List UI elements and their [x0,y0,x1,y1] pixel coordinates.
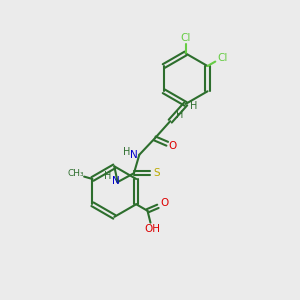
Text: O: O [169,140,177,151]
Text: N: N [130,150,138,160]
Text: H: H [104,171,112,181]
Text: O: O [160,198,169,208]
Text: S: S [153,168,160,178]
Text: H: H [176,110,183,120]
Text: Cl: Cl [218,53,228,63]
Text: N: N [112,176,120,186]
Text: H: H [190,101,198,111]
Text: OH: OH [144,224,160,234]
Text: CH₃: CH₃ [68,169,84,178]
Text: H: H [123,147,130,157]
Text: Cl: Cl [181,33,191,43]
